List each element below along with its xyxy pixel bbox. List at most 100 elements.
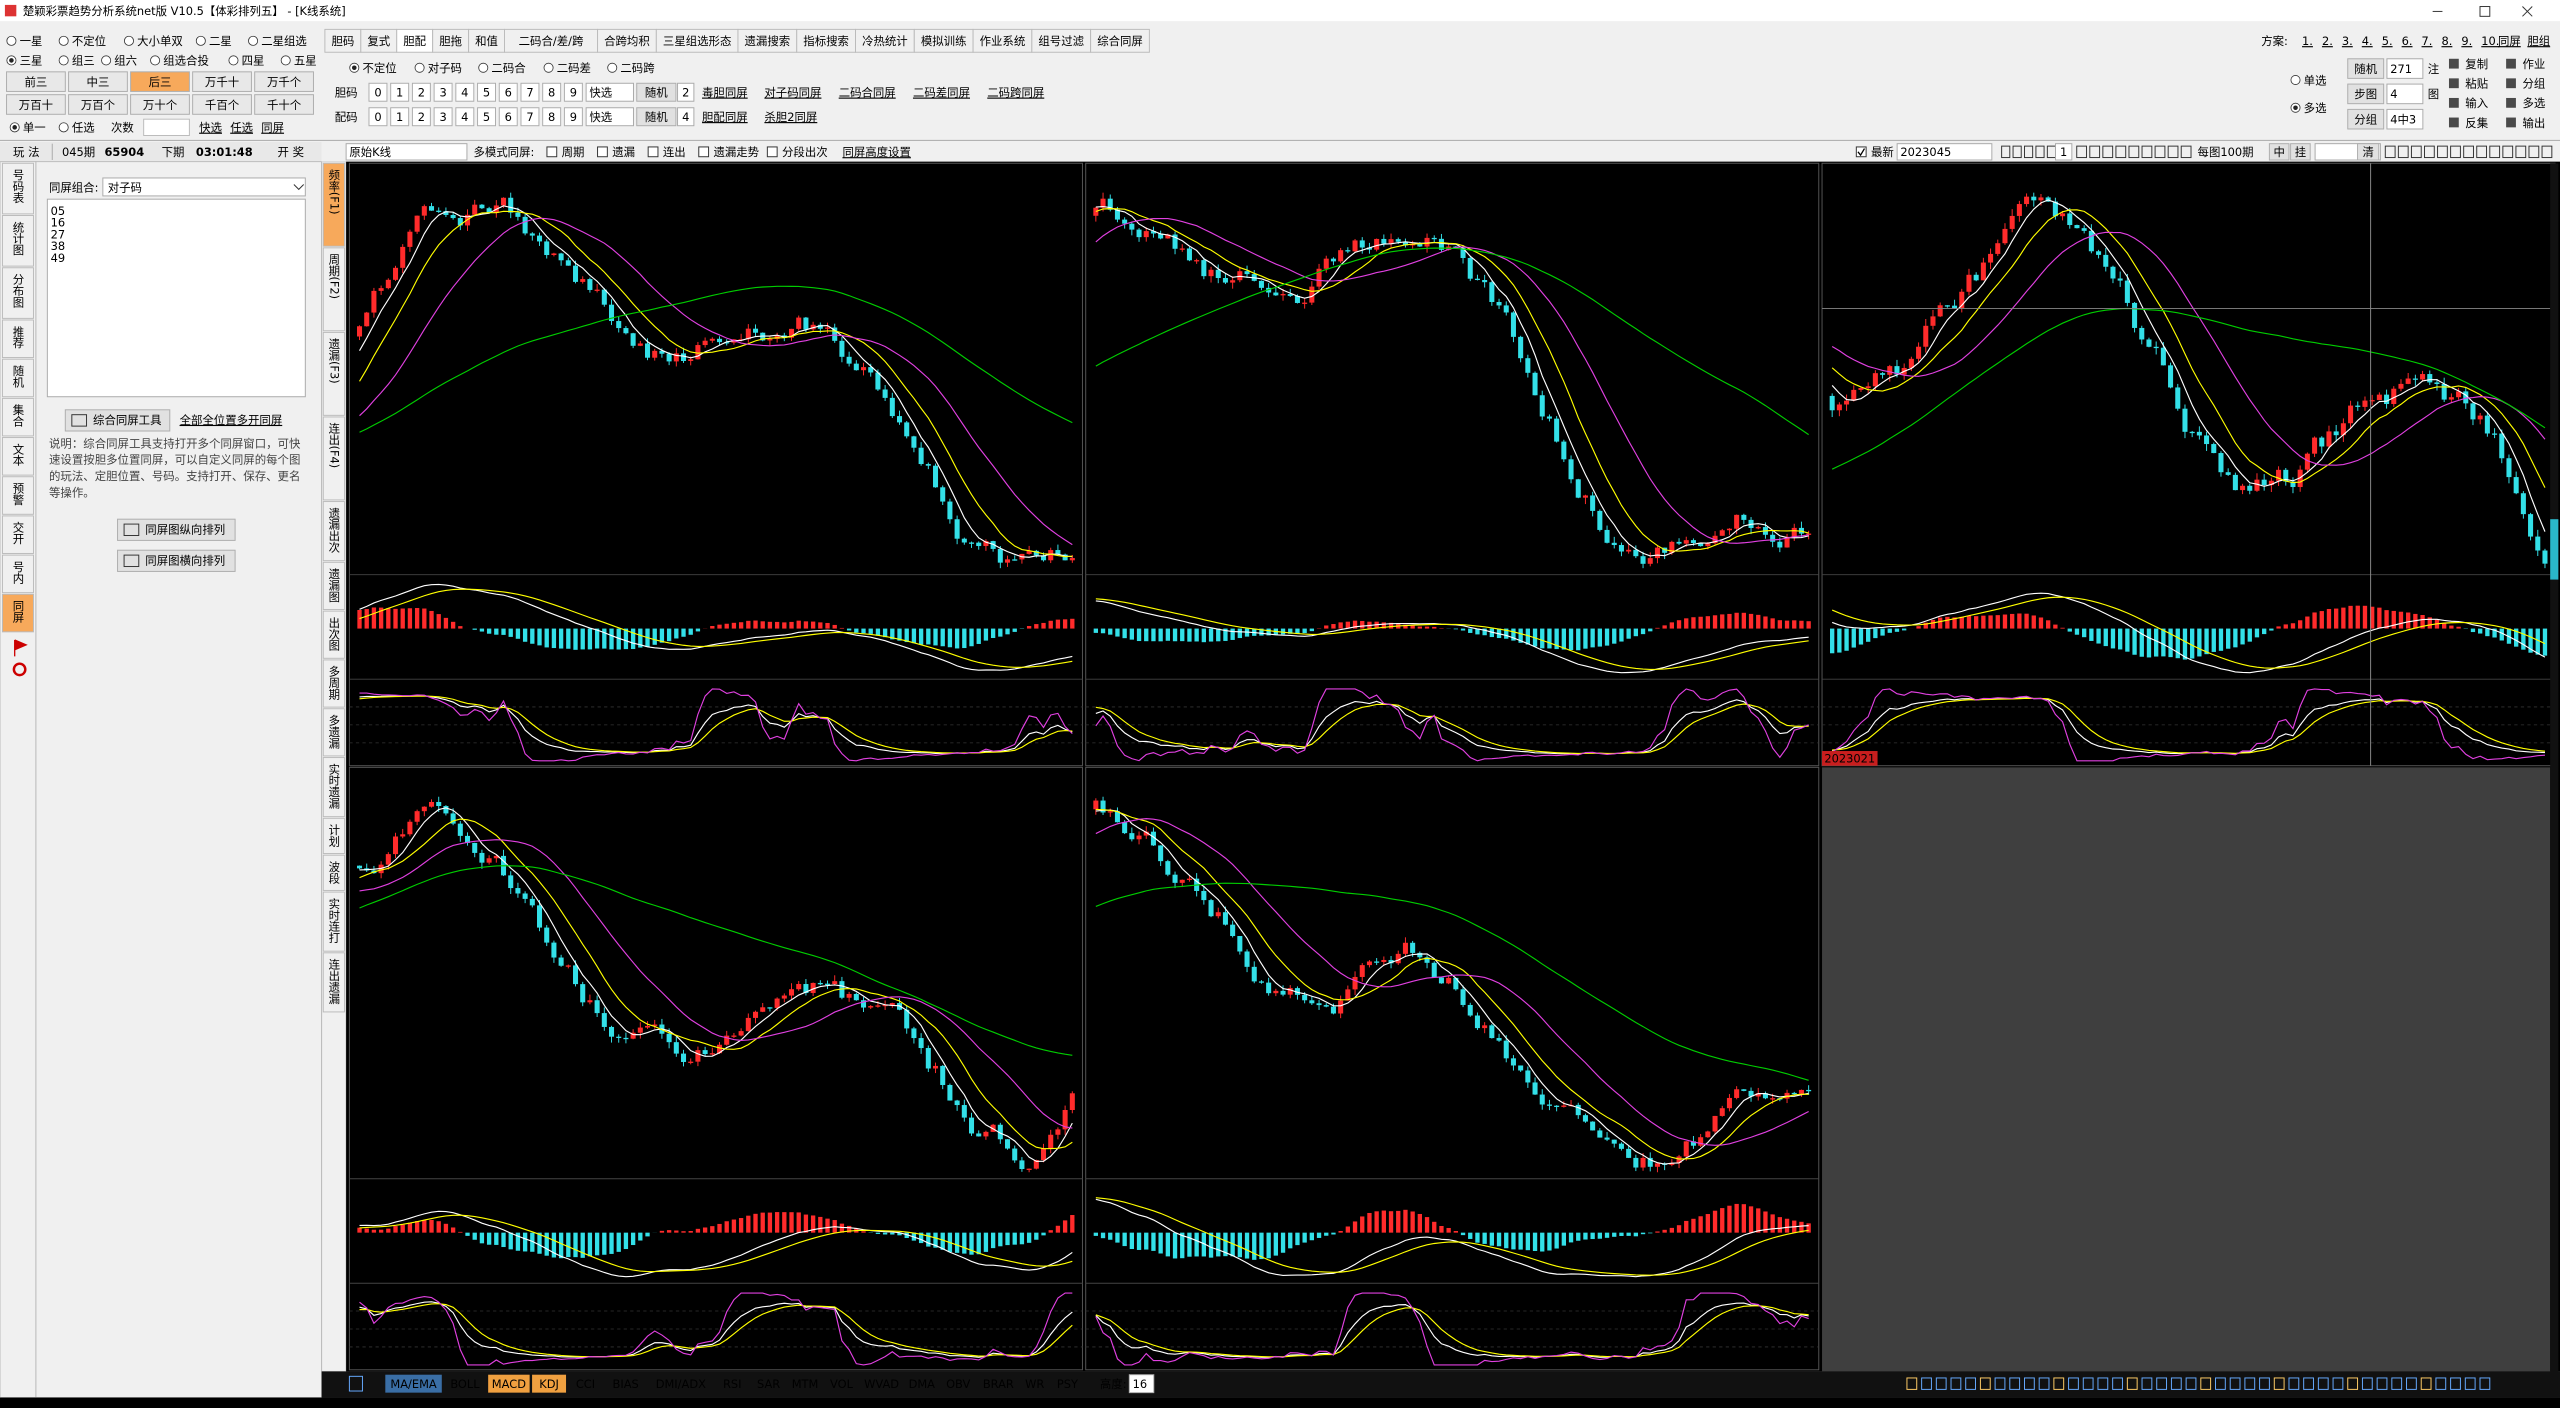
dropdown[interactable] xyxy=(1896,143,1993,161)
button[interactable] xyxy=(520,82,540,102)
indicator-tab[interactable]: MA/EMA xyxy=(390,1377,437,1391)
chart-tab[interactable] xyxy=(322,561,345,610)
button[interactable] xyxy=(368,107,388,127)
button[interactable] xyxy=(455,107,475,127)
indicator-tab[interactable]: SAR xyxy=(757,1377,780,1391)
chart-tab[interactable] xyxy=(322,708,345,757)
tool-button[interactable]: 输出 xyxy=(2522,116,2545,130)
radio[interactable] xyxy=(2290,75,2301,85)
button[interactable] xyxy=(477,107,496,127)
checkbox[interactable] xyxy=(698,146,710,158)
indicator-tab[interactable]: DMA xyxy=(909,1377,936,1391)
tool-button[interactable]: 反集 xyxy=(2465,116,2488,130)
tool-button[interactable]: 粘贴 xyxy=(2465,77,2488,91)
indicator-tab[interactable]: OBV xyxy=(946,1377,970,1391)
indicator-tab[interactable]: CCI xyxy=(576,1377,595,1391)
checkbox[interactable] xyxy=(1855,146,1867,158)
indicator-tab[interactable]: WR xyxy=(1025,1377,1044,1391)
indicator-tab[interactable]: MTM xyxy=(792,1377,819,1391)
button[interactable] xyxy=(433,82,453,102)
button[interactable] xyxy=(130,94,190,115)
button[interactable] xyxy=(2268,143,2290,161)
chart-tab[interactable] xyxy=(322,331,345,416)
chart-tab[interactable] xyxy=(322,247,345,332)
indicator-tab[interactable]: BIAS xyxy=(613,1377,639,1391)
side-tab[interactable] xyxy=(1,215,34,267)
side-tab[interactable] xyxy=(1,162,34,215)
button[interactable] xyxy=(433,107,453,127)
chart-tab[interactable] xyxy=(322,610,345,659)
radio[interactable] xyxy=(478,62,489,73)
button[interactable] xyxy=(2290,143,2311,161)
button[interactable] xyxy=(455,82,475,102)
button[interactable] xyxy=(254,71,314,92)
button[interactable] xyxy=(254,94,314,115)
checkbox[interactable] xyxy=(597,146,608,158)
button[interactable] xyxy=(2347,83,2385,105)
checkbox[interactable] xyxy=(647,146,659,158)
indicator-tab[interactable]: PSY xyxy=(1057,1377,1078,1391)
button[interactable] xyxy=(411,82,431,102)
radio[interactable] xyxy=(58,35,69,46)
tool-button[interactable]: 多选 xyxy=(2522,96,2545,110)
tool-button[interactable]: 输入 xyxy=(2465,96,2488,110)
side-tab[interactable] xyxy=(1,593,34,633)
radio[interactable] xyxy=(101,55,112,66)
radio[interactable] xyxy=(280,55,291,66)
button[interactable] xyxy=(636,107,677,127)
indicator-tab[interactable]: RSI xyxy=(723,1377,742,1391)
button[interactable] xyxy=(192,71,252,92)
dropdown[interactable] xyxy=(585,107,634,127)
chart-tab[interactable] xyxy=(322,416,345,501)
button[interactable] xyxy=(68,71,128,92)
chart-tab[interactable] xyxy=(322,757,345,818)
side-tab[interactable] xyxy=(1,267,34,319)
indicator-tab[interactable]: WVAD xyxy=(864,1377,899,1391)
menu-tab[interactable] xyxy=(1090,28,1150,53)
button[interactable] xyxy=(2347,58,2385,79)
indicator-tab[interactable]: BRAR xyxy=(983,1377,1014,1391)
indicator-tab[interactable]: DMI/ADX xyxy=(656,1377,706,1391)
radio[interactable] xyxy=(543,62,554,73)
button[interactable] xyxy=(2357,143,2380,161)
button[interactable] xyxy=(477,82,496,102)
button[interactable] xyxy=(498,82,518,102)
button[interactable] xyxy=(390,107,410,127)
side-tab[interactable] xyxy=(1,437,34,476)
dropdown[interactable] xyxy=(345,143,468,161)
radio[interactable] xyxy=(58,55,69,66)
side-tab[interactable] xyxy=(1,554,34,594)
button[interactable] xyxy=(636,82,677,102)
button[interactable] xyxy=(117,549,236,572)
button[interactable] xyxy=(64,409,171,432)
button[interactable] xyxy=(563,107,583,127)
radio[interactable] xyxy=(58,122,69,133)
radio[interactable] xyxy=(607,62,618,73)
chart-tab[interactable] xyxy=(322,952,345,1013)
checkbox[interactable] xyxy=(546,146,558,158)
button[interactable] xyxy=(542,107,562,127)
side-tab[interactable] xyxy=(1,358,34,398)
chart-tab[interactable] xyxy=(322,891,345,952)
side-tab[interactable] xyxy=(1,476,34,515)
button[interactable] xyxy=(542,82,562,102)
side-tab[interactable] xyxy=(1,319,34,359)
button[interactable] xyxy=(368,82,388,102)
radio[interactable] xyxy=(248,35,259,46)
button[interactable] xyxy=(130,71,190,92)
button[interactable] xyxy=(520,107,540,127)
button[interactable] xyxy=(2347,108,2385,130)
radio[interactable] xyxy=(228,55,239,66)
dropdown[interactable] xyxy=(143,118,190,136)
radio[interactable] xyxy=(414,62,425,73)
chart-tab[interactable] xyxy=(322,854,345,891)
side-tab[interactable] xyxy=(1,397,34,437)
indicator-tab[interactable]: KDJ xyxy=(539,1377,559,1391)
tool-button[interactable]: 复制 xyxy=(2465,57,2488,71)
dropdown[interactable] xyxy=(102,177,306,197)
tool-button[interactable]: 分组 xyxy=(2522,77,2545,91)
radio[interactable] xyxy=(6,35,17,46)
button[interactable] xyxy=(563,82,583,102)
button[interactable] xyxy=(68,94,128,115)
chart-tab[interactable] xyxy=(322,817,345,855)
